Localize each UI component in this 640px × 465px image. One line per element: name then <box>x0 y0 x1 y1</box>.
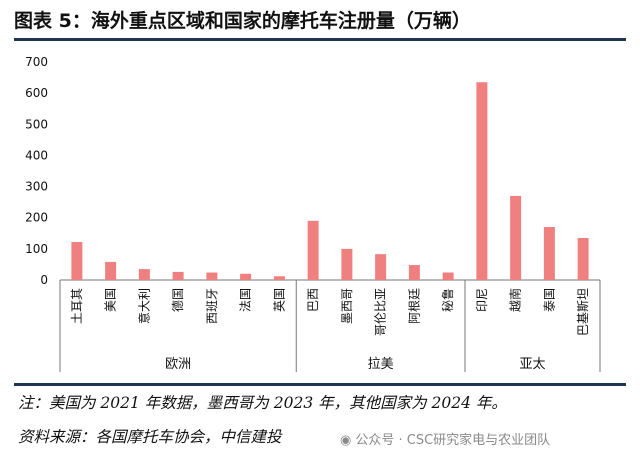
watermark-text: 公众号 · CSC研究家电与农业团队 <box>355 433 551 448</box>
y-tick-label: 600 <box>25 86 48 100</box>
x-tick-label: 泰国 <box>542 288 556 312</box>
bar <box>172 271 184 280</box>
bar <box>510 195 522 280</box>
bar <box>408 265 420 280</box>
bar <box>442 272 454 280</box>
x-tick-label: 巴基斯坦 <box>576 288 590 336</box>
bar <box>577 237 589 280</box>
y-tick-label: 0 <box>40 273 48 287</box>
y-tick-label: 100 <box>25 242 48 256</box>
x-tick-label: 越南 <box>508 288 523 312</box>
x-tick-label: 德国 <box>170 288 185 312</box>
bar <box>307 220 319 280</box>
y-tick-label: 500 <box>25 117 48 131</box>
bar <box>206 272 218 280</box>
x-tick-label: 法国 <box>239 288 253 312</box>
group-label: 亚太 <box>519 357 545 372</box>
source-note: 资料来源：各国摩托车协会，中信建投 <box>18 428 282 446</box>
footnote: 注：美国为 2021 年数据，墨西哥为 2023 年，其他国家为 2024 年。 <box>18 394 507 412</box>
watermark: ◉ 公众号 · CSC研究家电与农业团队 <box>340 429 550 448</box>
x-tick-label: 英国 <box>272 288 286 312</box>
bar <box>138 269 150 280</box>
x-tick-label: 墨西哥 <box>340 288 354 324</box>
x-tick-label: 哥伦比亚 <box>373 288 388 336</box>
notes-divider <box>14 383 626 386</box>
title-divider <box>14 38 626 41</box>
y-tick-label: 700 <box>25 55 48 69</box>
wechat-icon: ◉ <box>340 433 352 448</box>
x-tick-label: 印尼 <box>475 288 489 312</box>
group-label: 拉美 <box>368 357 394 372</box>
bar-chart: 0100200300400500600700土耳其 美国 意大利 德国 西班牙 法国 英国巴… <box>25 55 601 372</box>
y-tick-label: 400 <box>25 148 48 162</box>
group-label: 欧洲 <box>165 357 191 372</box>
bar <box>543 227 555 280</box>
bar <box>476 82 488 280</box>
bar <box>71 242 83 280</box>
y-tick-label: 200 <box>25 211 48 225</box>
x-tick-label: 阿根廷 <box>407 288 421 324</box>
x-tick-label: 美国 <box>104 288 118 312</box>
bar <box>341 248 353 280</box>
x-tick-label: 意大利 <box>136 288 151 324</box>
x-tick-label: 土耳其 <box>70 288 84 324</box>
x-tick-label: 西班牙 <box>205 288 219 324</box>
bar <box>105 261 117 280</box>
chart-title: 图表 5：海外重点区域和国家的摩托车注册量（万辆） <box>14 10 471 32</box>
bar <box>375 254 387 280</box>
y-tick-label: 300 <box>25 180 48 194</box>
x-tick-label: 秘鲁 <box>441 288 455 312</box>
bar <box>240 273 252 280</box>
x-tick-label: 巴西 <box>306 288 320 312</box>
bar <box>273 276 285 280</box>
